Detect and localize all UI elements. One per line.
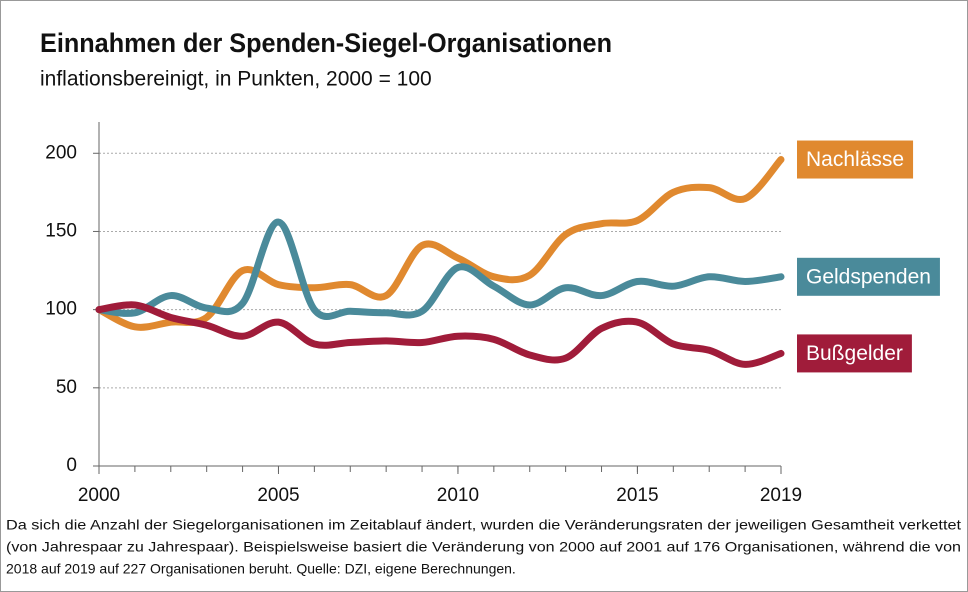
x-tick-label: 2000 <box>78 485 120 506</box>
series-line <box>95 156 785 331</box>
x-tick-label: 2005 <box>257 485 299 506</box>
x-tick-label: 2010 <box>437 485 479 506</box>
legend-box <box>797 257 940 296</box>
footnote: (von Jahrespaar zu Jahrespaar). Beispiel… <box>6 539 961 555</box>
footnote: Da sich die Anzahl der Siegelorganisatio… <box>6 517 961 533</box>
x-tick-label: 2019 <box>760 485 802 506</box>
y-tick-label: 150 <box>45 220 77 241</box>
series-line <box>95 218 785 321</box>
y-tick-label: 100 <box>45 299 77 320</box>
legend-item: Nachlässe <box>797 140 914 179</box>
y-tick-label: 0 <box>66 455 77 476</box>
legend-item: Bußgelder <box>797 334 912 373</box>
legend-box <box>797 140 914 179</box>
x-tick-label: 2015 <box>616 485 658 506</box>
legend-item: Geldspenden <box>797 257 940 296</box>
legend-label: Nachlässe <box>806 148 904 171</box>
chart-subtitle: inflationsbereinigt, in Punkten, 2000 = … <box>40 68 432 91</box>
legend-box <box>797 334 912 373</box>
footnote: 2018 auf 2019 auf 227 Organisationen ber… <box>6 561 516 577</box>
legend-label: Bußgelder <box>806 342 903 365</box>
y-tick-label: 200 <box>45 142 77 163</box>
y-tick-label: 50 <box>56 377 77 398</box>
legend-label: Geldspenden <box>806 265 931 288</box>
chart-title: Einnahmen der Spenden-Siegel-Organisatio… <box>40 28 612 58</box>
series-line <box>95 301 785 368</box>
